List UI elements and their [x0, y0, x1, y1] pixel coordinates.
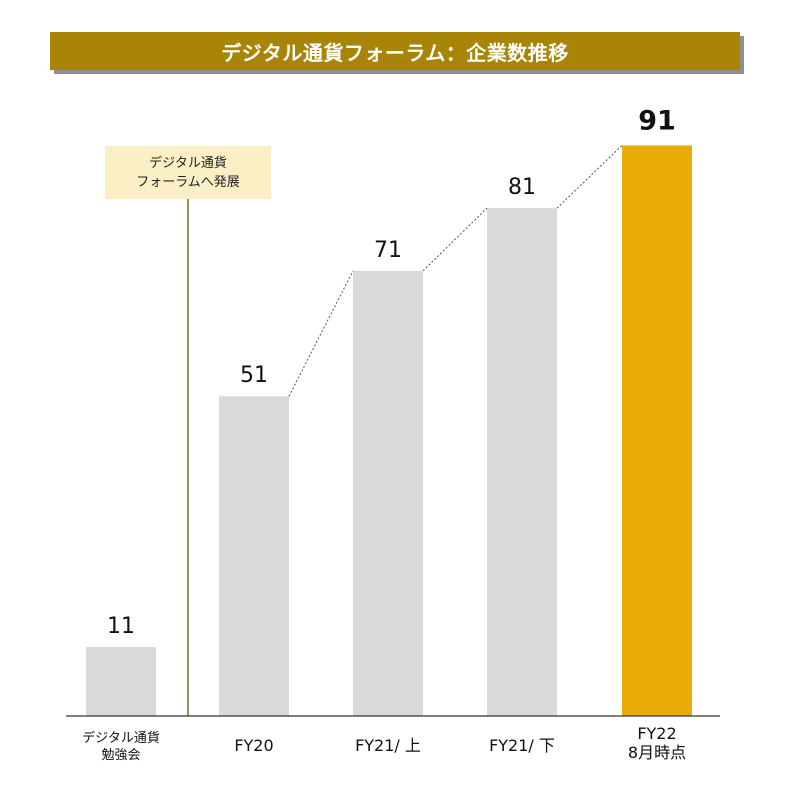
bar-3 — [487, 208, 557, 716]
x-label-fy20: FY20 — [189, 736, 319, 755]
x-label-line: FY20 — [234, 736, 274, 755]
data-label-1: 51 — [240, 363, 268, 388]
data-label-4: 91 — [638, 105, 676, 136]
annotation-line-1: デジタル通貨 — [149, 155, 227, 171]
bar-1 — [219, 396, 289, 716]
connector-line-1 — [288, 270, 354, 397]
connector-line-2 — [422, 207, 488, 272]
x-axis-labels: デジタル通貨 勉強会 FY20 FY21/ 上 FY21/ 下 FY22 8月時… — [0, 724, 788, 786]
title-banner: デジタル通貨フォーラム：企業数推移 — [50, 32, 740, 70]
x-label-study-group: デジタル通貨 勉強会 — [56, 730, 186, 764]
x-label-fy21-second: FY21/ 下 — [457, 736, 587, 755]
bar-0 — [86, 647, 156, 716]
x-label-line: 8月時点 — [627, 743, 687, 762]
data-label-3: 81 — [508, 175, 536, 200]
x-label-line: 勉強会 — [101, 748, 141, 763]
forum-annotation-box: デジタル通貨 フォーラムへ発展 — [105, 146, 271, 199]
x-label-line: デジタル通貨 — [82, 731, 160, 746]
x-label-line: FY22 — [637, 724, 677, 743]
bar-4 — [622, 145, 692, 716]
chart-title: デジタル通貨フォーラム：企業数推移 — [221, 40, 569, 65]
connector-line-3 — [556, 145, 623, 209]
annotation-line-2: フォーラムへ発展 — [136, 174, 240, 190]
x-label-line: FY21/ 下 — [489, 736, 555, 755]
bar-2 — [353, 270, 423, 716]
data-label-2: 71 — [374, 238, 402, 263]
x-label-fy21-first: FY21/ 上 — [323, 736, 453, 755]
x-label-fy22: FY22 8月時点 — [592, 724, 722, 762]
data-label-0: 11 — [107, 614, 135, 639]
x-label-line: FY21/ 上 — [355, 736, 421, 755]
